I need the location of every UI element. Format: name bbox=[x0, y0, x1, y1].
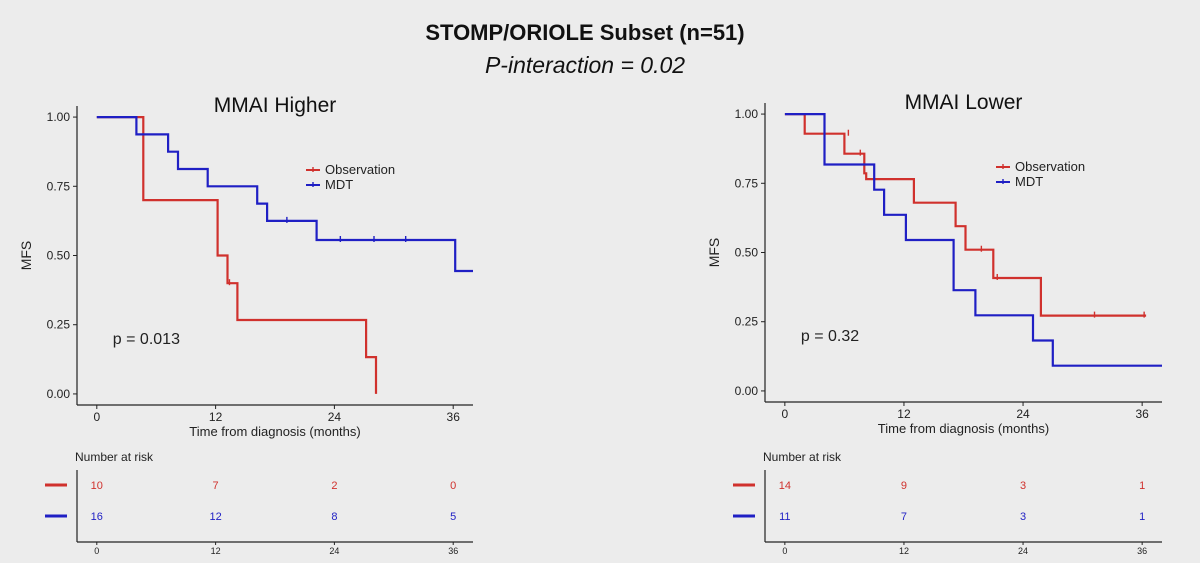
risk-count: 12 bbox=[209, 511, 221, 523]
risk-count: 3 bbox=[1020, 480, 1026, 492]
risk-count: 1 bbox=[1139, 511, 1145, 523]
y-tick-label: 1.00 bbox=[47, 110, 71, 124]
risk-count: 16 bbox=[91, 511, 103, 523]
slide-subtitle: P-interaction = 0.02 bbox=[485, 52, 685, 78]
risk-table-header: Number at risk bbox=[75, 450, 154, 464]
risk-count: 11 bbox=[779, 511, 790, 523]
x-tick-label: 0 bbox=[93, 410, 100, 424]
risk-x-tick-label: 24 bbox=[1018, 546, 1028, 556]
risk-x-tick-label: 36 bbox=[1137, 546, 1147, 556]
risk-count: 10 bbox=[91, 480, 103, 492]
panel-title: MMAI Lower bbox=[905, 91, 1023, 114]
risk-x-tick-label: 12 bbox=[899, 546, 909, 556]
risk-x-tick-label: 0 bbox=[94, 546, 99, 556]
risk-count: 0 bbox=[450, 480, 456, 492]
series-line-observation bbox=[784, 113, 1147, 317]
panel-title: MMAI Higher bbox=[214, 94, 337, 117]
risk-count: 3 bbox=[1020, 511, 1026, 523]
risk-count: 7 bbox=[901, 511, 907, 523]
risk-count: 8 bbox=[331, 511, 337, 523]
y-tick-label: 0.75 bbox=[735, 176, 759, 190]
risk-x-tick-label: 12 bbox=[211, 546, 221, 556]
risk-x-tick-label: 36 bbox=[448, 546, 458, 556]
x-tick-label: 12 bbox=[209, 410, 223, 424]
series-line-mdt bbox=[96, 116, 473, 273]
y-axis-label: MFS bbox=[706, 238, 722, 268]
x-tick-label: 36 bbox=[1135, 407, 1149, 421]
risk-table-header: Number at risk bbox=[763, 450, 842, 464]
x-axis-label: Time from diagnosis (months) bbox=[878, 421, 1049, 436]
y-tick-label: 0.50 bbox=[735, 246, 759, 260]
risk-count: 1 bbox=[1139, 480, 1145, 492]
risk-count: 14 bbox=[779, 480, 791, 492]
y-tick-label: 0.75 bbox=[47, 179, 71, 193]
y-tick-label: 0.50 bbox=[47, 249, 71, 263]
x-tick-label: 36 bbox=[447, 410, 461, 424]
y-tick-label: 0.00 bbox=[735, 384, 759, 398]
risk-x-tick-label: 0 bbox=[782, 546, 787, 556]
km-panel-2: MMAI Lower 0.00 0.25 0.50 0.75 1.00 0 12 24 36 Tim… bbox=[706, 91, 1162, 556]
x-tick-label: 24 bbox=[328, 410, 342, 424]
legend-label: Observation bbox=[1015, 159, 1085, 174]
y-axis-label: MFS bbox=[18, 241, 34, 271]
legend-label: MDT bbox=[325, 177, 353, 192]
risk-count: 2 bbox=[331, 480, 337, 492]
x-tick-label: 12 bbox=[897, 407, 911, 421]
y-tick-label: 0.00 bbox=[47, 387, 71, 401]
p-value-label: p = 0.013 bbox=[113, 331, 180, 348]
p-value-label: p = 0.32 bbox=[801, 328, 859, 345]
legend-label: MDT bbox=[1015, 174, 1043, 189]
risk-count: 9 bbox=[901, 480, 907, 492]
series-line-mdt bbox=[784, 113, 1162, 367]
x-tick-label: 0 bbox=[782, 407, 789, 421]
slide-title: STOMP/ORIOLE Subset (n=51) bbox=[425, 20, 744, 45]
risk-x-tick-label: 24 bbox=[329, 546, 339, 556]
y-tick-label: 0.25 bbox=[735, 315, 759, 329]
y-tick-label: 0.25 bbox=[47, 318, 71, 332]
risk-count: 7 bbox=[213, 480, 219, 492]
km-panel-1: MMAI Higher 0.00 0.25 0.50 0.75 1.00 0 12 24 36 Ti… bbox=[18, 94, 473, 556]
series-line-observation bbox=[96, 116, 378, 394]
legend-label: Observation bbox=[325, 162, 395, 177]
risk-count: 5 bbox=[450, 511, 456, 523]
x-axis-label: Time from diagnosis (months) bbox=[189, 424, 360, 439]
x-tick-label: 24 bbox=[1016, 407, 1030, 421]
y-tick-label: 1.00 bbox=[735, 107, 759, 121]
